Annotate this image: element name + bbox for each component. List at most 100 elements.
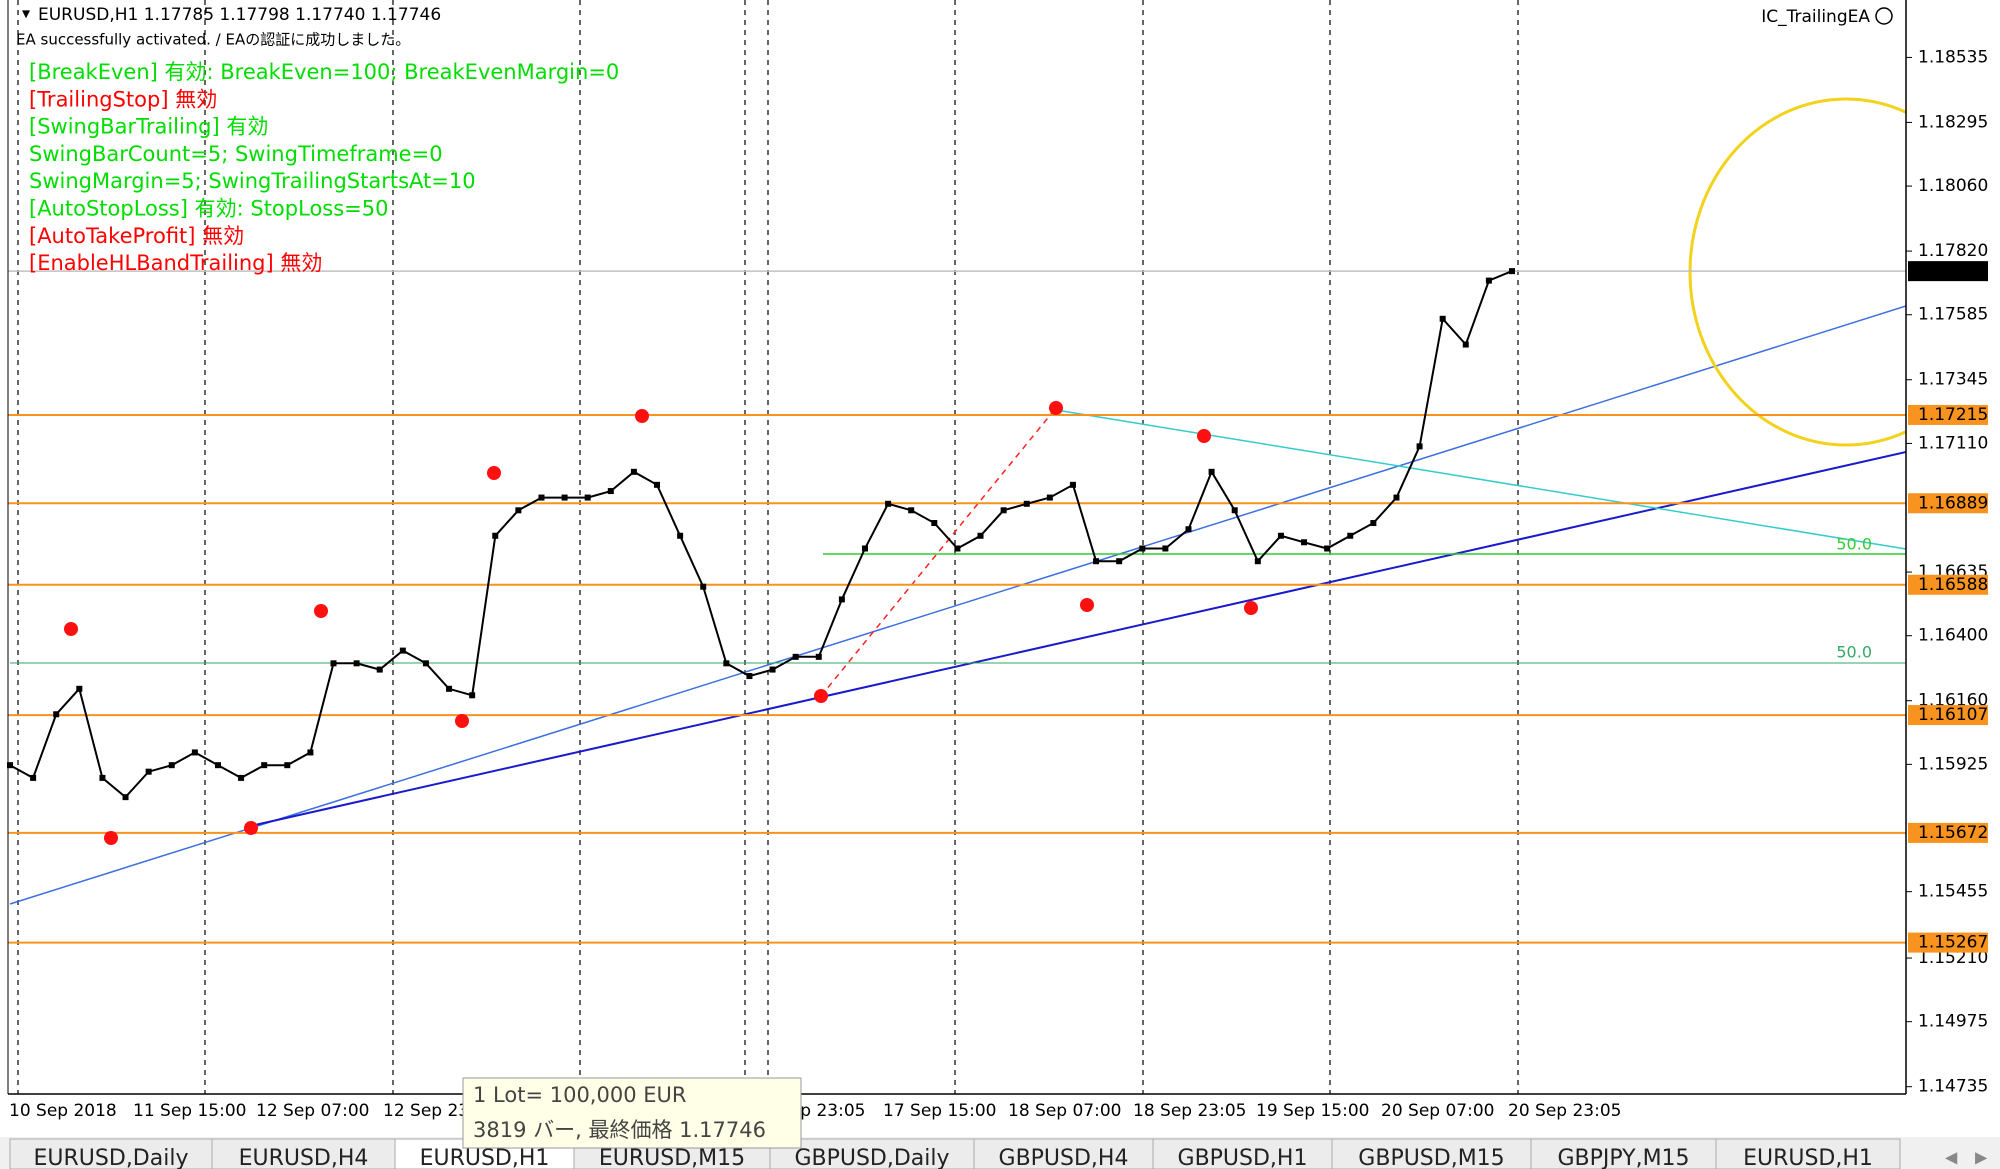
tab[interactable] <box>211 1138 396 1169</box>
tab[interactable] <box>1152 1138 1333 1169</box>
price-line <box>9 270 1513 799</box>
tab-scroll[interactable]: ▶ <box>1975 1148 1988 1167</box>
tab-label[interactable]: GBPUSD,H1 <box>1178 1146 1308 1169</box>
swing-point <box>314 604 328 618</box>
tooltip <box>462 1077 802 1149</box>
tab[interactable] <box>1715 1138 1901 1169</box>
price-bar <box>630 468 637 475</box>
fibo-label: 50.0 <box>1836 643 1872 662</box>
price-bar <box>1046 494 1053 501</box>
ea-icon[interactable] <box>1875 7 1893 25</box>
y-tick-label: 1.14975 <box>1918 1012 1988 1032</box>
level-label-box <box>1908 404 1988 425</box>
tabs: EURUSD,Daily EURUSD,H4 EURUSD,H1 EURUSD,M15… <box>9 1138 1988 1169</box>
activation-message: EA successfully activated. / EAの認証に成功しまし… <box>16 31 410 49</box>
y-tick-label: 1.15210 <box>1918 948 1988 968</box>
price-bar <box>538 494 545 501</box>
price-bar <box>1139 545 1146 552</box>
swing-point <box>1049 401 1063 415</box>
ea-name: IC_TrailingEA <box>1761 7 1870 27</box>
swing-point <box>104 831 118 845</box>
level-label: 1.16588 <box>1918 575 1988 595</box>
price-bar <box>931 520 938 527</box>
current-price-label: 1.17746 <box>1918 261 1988 281</box>
level-label-box <box>1908 705 1988 726</box>
trend-line <box>254 451 1907 826</box>
tab-label[interactable]: EURUSD,H4 <box>239 1146 369 1169</box>
y-tick-label: 1.15925 <box>1918 754 1988 774</box>
ea-status-line: [EnableHLBandTrailing] 無効 <box>29 251 322 275</box>
tab-label[interactable]: EURUSD,H1 <box>420 1146 550 1169</box>
y-tick-label: 1.17585 <box>1918 305 1988 325</box>
tab-label[interactable]: GBPUSD,H4 <box>999 1146 1129 1169</box>
level-label-box <box>1908 822 1988 843</box>
level-label: 1.15267 <box>1918 933 1988 953</box>
swing-point <box>487 466 501 480</box>
tooltip-text: 3819 バー, 最終価格 1.17746 <box>473 1118 766 1142</box>
price-bar <box>700 583 707 590</box>
price-bar <box>145 768 152 775</box>
price-bar <box>492 532 499 539</box>
level-label-box <box>1908 574 1988 595</box>
plot <box>7 268 1515 801</box>
trend-line <box>9 305 1907 905</box>
price-bar <box>238 774 245 781</box>
tab-label[interactable]: GBPJPY,M15 <box>1557 1146 1689 1169</box>
price-bar <box>30 774 37 781</box>
price-bar <box>815 653 822 660</box>
price-bar <box>1093 558 1100 565</box>
tab-label[interactable]: EURUSD,H1 <box>1743 1146 1873 1169</box>
price-bar <box>399 647 406 654</box>
price-bar <box>1069 481 1076 488</box>
price-bar <box>7 762 13 769</box>
price-bar <box>1231 507 1238 514</box>
level-label: 1.15672 <box>1918 823 1988 843</box>
level-label-box <box>1908 493 1988 514</box>
price-bar <box>422 660 429 667</box>
ea-status: [BreakEven] 有効: BreakEven=100; BreakEven… <box>29 60 619 275</box>
price-bar <box>515 507 522 514</box>
price-bar <box>677 532 684 539</box>
price-bar <box>1462 341 1469 348</box>
tab-label[interactable]: EURUSD,M15 <box>599 1146 745 1169</box>
fibo-label: 50.0 <box>1836 535 1872 554</box>
price-bar <box>353 660 360 667</box>
price-bar <box>607 488 614 495</box>
level-label: 1.16889 <box>1918 493 1988 513</box>
tab-label[interactable]: GBPUSD,M15 <box>1358 1146 1504 1169</box>
tab-scroll[interactable]: ◀ <box>1945 1148 1958 1167</box>
price-bar <box>191 749 198 756</box>
y-tick-label: 1.15455 <box>1918 882 1988 902</box>
y-tick-label: 1.16400 <box>1918 626 1988 646</box>
tab[interactable] <box>769 1138 975 1169</box>
ea-status-line: SwingBarCount=5; SwingTimeframe=0 <box>29 142 443 166</box>
price-bar <box>654 481 661 488</box>
tab-label[interactable]: EURUSD,Daily <box>34 1146 189 1169</box>
tab-label[interactable]: GBPUSD,Daily <box>794 1146 949 1169</box>
price-bar <box>885 500 892 507</box>
swing-point <box>814 689 828 703</box>
price-bar <box>1509 268 1515 275</box>
price-bar <box>1439 315 1446 322</box>
price-bar <box>746 673 753 680</box>
price-bar <box>723 660 730 667</box>
price-bar <box>838 596 845 603</box>
y-tick-label: 1.17110 <box>1918 433 1988 453</box>
x-tick-label: 18 Sep 07:00 <box>1008 1101 1121 1121</box>
tab[interactable] <box>1530 1138 1717 1169</box>
x-tick-label: 17 Sep 15:00 <box>883 1101 996 1121</box>
price-bar <box>122 794 129 801</box>
price-bar <box>908 507 915 514</box>
price-bar <box>1301 539 1308 546</box>
price-bar <box>168 762 175 769</box>
swing-points <box>64 401 1258 845</box>
price-bar <box>1023 500 1030 507</box>
price-bar <box>1254 558 1261 565</box>
collapse-icon: ▾ <box>22 4 30 23</box>
y-tick-label: 1.18295 <box>1918 112 1988 132</box>
price-bar <box>1185 526 1192 533</box>
ea-status-line: [AutoTakeProfit] 無効 <box>29 224 244 248</box>
price-bar <box>1485 277 1492 284</box>
